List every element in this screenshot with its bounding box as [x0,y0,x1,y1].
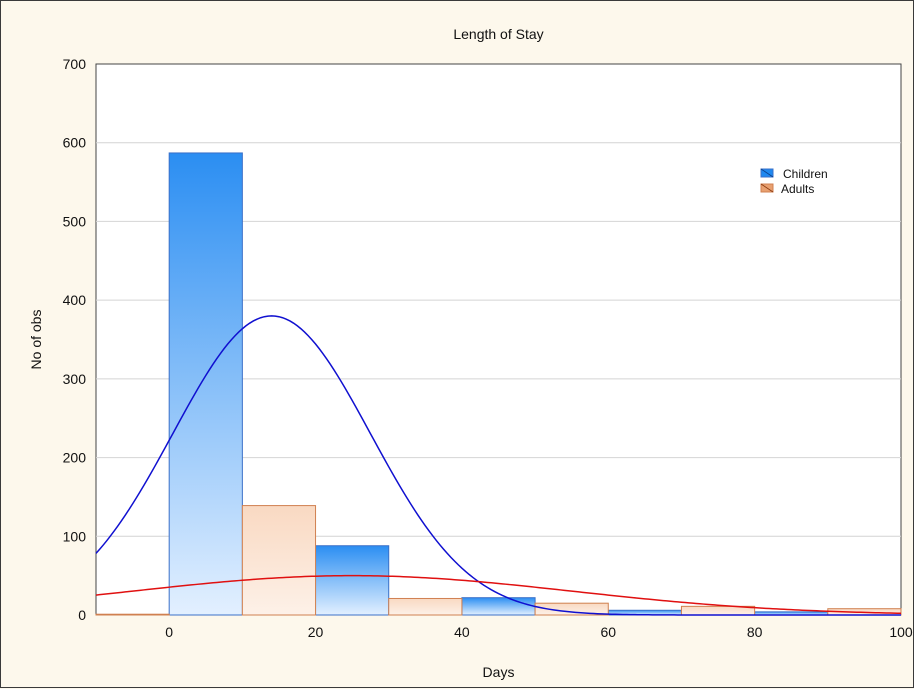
bar-children [461,597,536,616]
x-tick-label: 60 [600,624,616,640]
x-axis-ticks: 0 20 40 60 80 100 [165,624,913,640]
adults-curve [95,574,902,615]
bar-adults [95,613,170,616]
legend-swatch-hatch [760,183,774,193]
y-tick-label: 400 [63,292,87,308]
legend-swatch-hatch [760,168,774,178]
y-tick-label: 200 [63,450,87,466]
legend-label-adults: Adults [781,182,814,196]
children-curve [95,315,901,616]
y-tick-label: 500 [63,213,87,229]
bar-adults [388,597,463,616]
y-tick-label: 0 [78,607,86,623]
x-axis-title: Days [483,664,515,680]
legend-label-children: Children [783,167,828,181]
y-axis-title: No of obs [28,310,44,370]
y-axis-ticks: 0 100 200 300 400 500 600 700 [63,56,87,623]
bar-children [315,545,390,616]
x-tick-label: 100 [889,624,913,640]
y-tick-label: 600 [63,135,87,151]
x-tick-label: 40 [454,624,470,640]
y-tick-label: 100 [63,528,87,544]
bar-children [168,152,243,616]
bar-adults [241,505,317,616]
x-tick-label: 20 [308,624,324,640]
y-tick-label: 700 [63,56,87,72]
fitted-curves [95,315,902,616]
chart-title: Length of Stay [453,26,543,42]
bar-adults [534,602,609,616]
y-tick-label: 300 [63,371,87,387]
x-tick-label: 0 [165,624,173,640]
x-tick-label: 80 [747,624,763,640]
